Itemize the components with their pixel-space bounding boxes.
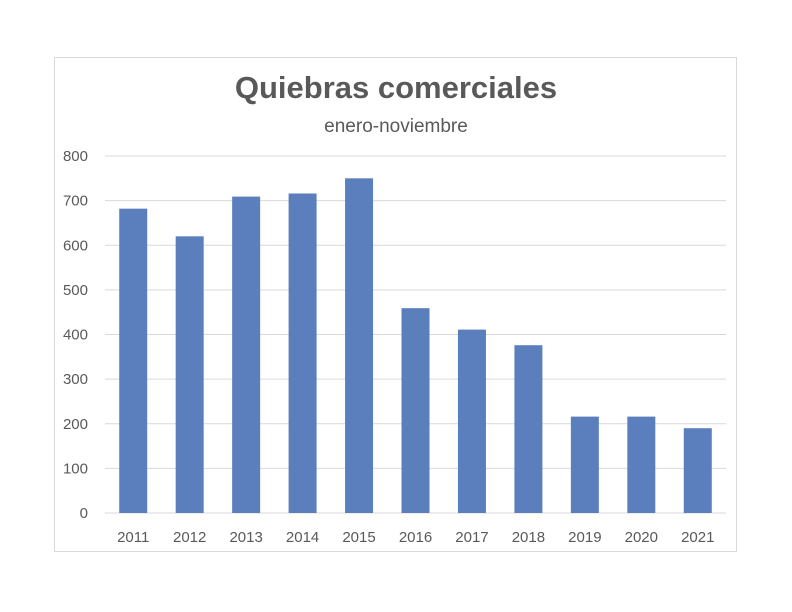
chart-subtitle: enero-noviembre <box>324 116 468 137</box>
y-tick-label: 600 <box>63 237 88 254</box>
y-tick-label: 500 <box>63 282 88 299</box>
x-axis-ticks: 2011 2012 2013 2014 2015 2016 2017 2018 2019 2020… <box>117 529 714 546</box>
bar-2021 <box>683 428 712 513</box>
chart-frame <box>54 57 737 552</box>
y-tick-label: 0 <box>80 505 88 522</box>
x-tick-label: 2021 <box>681 529 714 546</box>
x-tick-label: 2011 <box>117 529 149 546</box>
x-tick-label: 2017 <box>455 529 488 546</box>
y-tick-label: 800 <box>63 148 88 165</box>
x-tick-label: 2013 <box>229 529 262 546</box>
bar-2014 <box>288 193 317 514</box>
bar-2013 <box>232 196 261 513</box>
x-tick-label: 2012 <box>173 529 206 546</box>
bar-2011 <box>119 208 148 513</box>
x-tick-label: 2015 <box>342 529 375 546</box>
x-tick-label: 2019 <box>568 529 601 546</box>
x-tick-label: 2014 <box>286 529 319 546</box>
y-tick-label: 100 <box>63 460 88 477</box>
bar-2012 <box>175 236 204 513</box>
bar-2015 <box>345 178 374 513</box>
chart-title: Quiebras comerciales <box>234 70 558 105</box>
y-tick-label: 700 <box>63 193 88 210</box>
bar-2019 <box>570 416 599 513</box>
bar-2018 <box>514 345 543 513</box>
bar-2017 <box>457 329 486 513</box>
y-axis-ticks: 0 100 200 300 400 500 600 700 800 <box>63 148 88 522</box>
y-tick-label: 400 <box>63 327 88 344</box>
y-tick-label: 300 <box>63 371 88 388</box>
x-tick-label: 2016 <box>399 529 432 546</box>
x-tick-label: 2018 <box>512 529 545 546</box>
bar-2016 <box>401 308 430 513</box>
bar-2020 <box>627 416 656 513</box>
y-tick-label: 200 <box>63 416 88 433</box>
x-tick-label: 2020 <box>625 529 658 546</box>
bars <box>119 178 712 514</box>
